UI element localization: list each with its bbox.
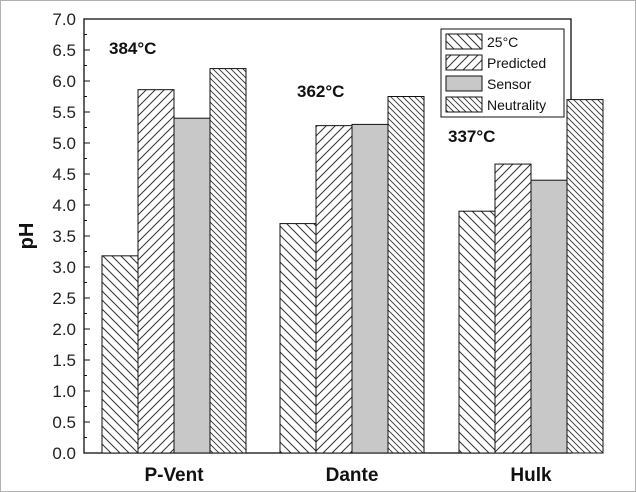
y-tick-label: 1.5	[52, 351, 76, 370]
bar-predicted-hulk	[494, 163, 532, 454]
legend-label: 25°C	[487, 34, 518, 50]
bar-neutrality-hulk	[566, 99, 604, 454]
y-tick-label: 0.5	[52, 413, 76, 432]
legend-label: Neutrality	[487, 97, 546, 113]
bar-sensor-pvent	[173, 117, 211, 454]
legend-swatch	[445, 33, 483, 50]
x-category-label: Hulk	[510, 465, 552, 486]
y-tick-label: 1.0	[52, 382, 76, 401]
bar-25c-dante	[279, 223, 317, 454]
y-axis-title: pH	[16, 223, 38, 250]
temperature-annotation: 384°C	[109, 39, 156, 58]
legend-swatch	[445, 54, 483, 71]
legend-swatch	[445, 75, 483, 92]
y-tick-label: 2.0	[52, 320, 76, 339]
bar-sensor-dante	[351, 123, 389, 454]
bar-25c-pvent	[101, 255, 139, 454]
y-tick-label: 3.5	[52, 227, 76, 246]
y-tick-label: 5.5	[52, 103, 76, 122]
y-tick-label: 6.0	[52, 72, 76, 91]
bar-predicted-dante	[315, 125, 353, 454]
y-tick-label: 6.5	[52, 41, 76, 60]
legend-swatch	[445, 96, 483, 113]
y-tick-label: 3.0	[52, 258, 76, 277]
bar-neutrality-pvent	[209, 68, 247, 454]
x-category-label: P-Vent	[144, 465, 204, 486]
bar-predicted-pvent	[137, 89, 175, 454]
bar-25c-hulk	[458, 210, 496, 454]
y-tick-label: 7.0	[52, 10, 76, 29]
y-tick-label: 0.0	[52, 444, 76, 463]
x-category-label: Dante	[326, 465, 379, 486]
temperature-annotation: 362°C	[297, 82, 344, 101]
legend-label: Sensor	[487, 76, 532, 92]
y-tick-label: 2.5	[52, 289, 76, 308]
y-tick-label: 4.0	[52, 196, 76, 215]
legend-label: Predicted	[487, 55, 546, 71]
y-tick-label: 5.0	[52, 134, 76, 153]
bar-neutrality-dante	[387, 96, 425, 454]
y-tick-label: 4.5	[52, 165, 76, 184]
temperature-annotation: 337°C	[448, 127, 495, 146]
bar-sensor-hulk	[530, 179, 568, 454]
